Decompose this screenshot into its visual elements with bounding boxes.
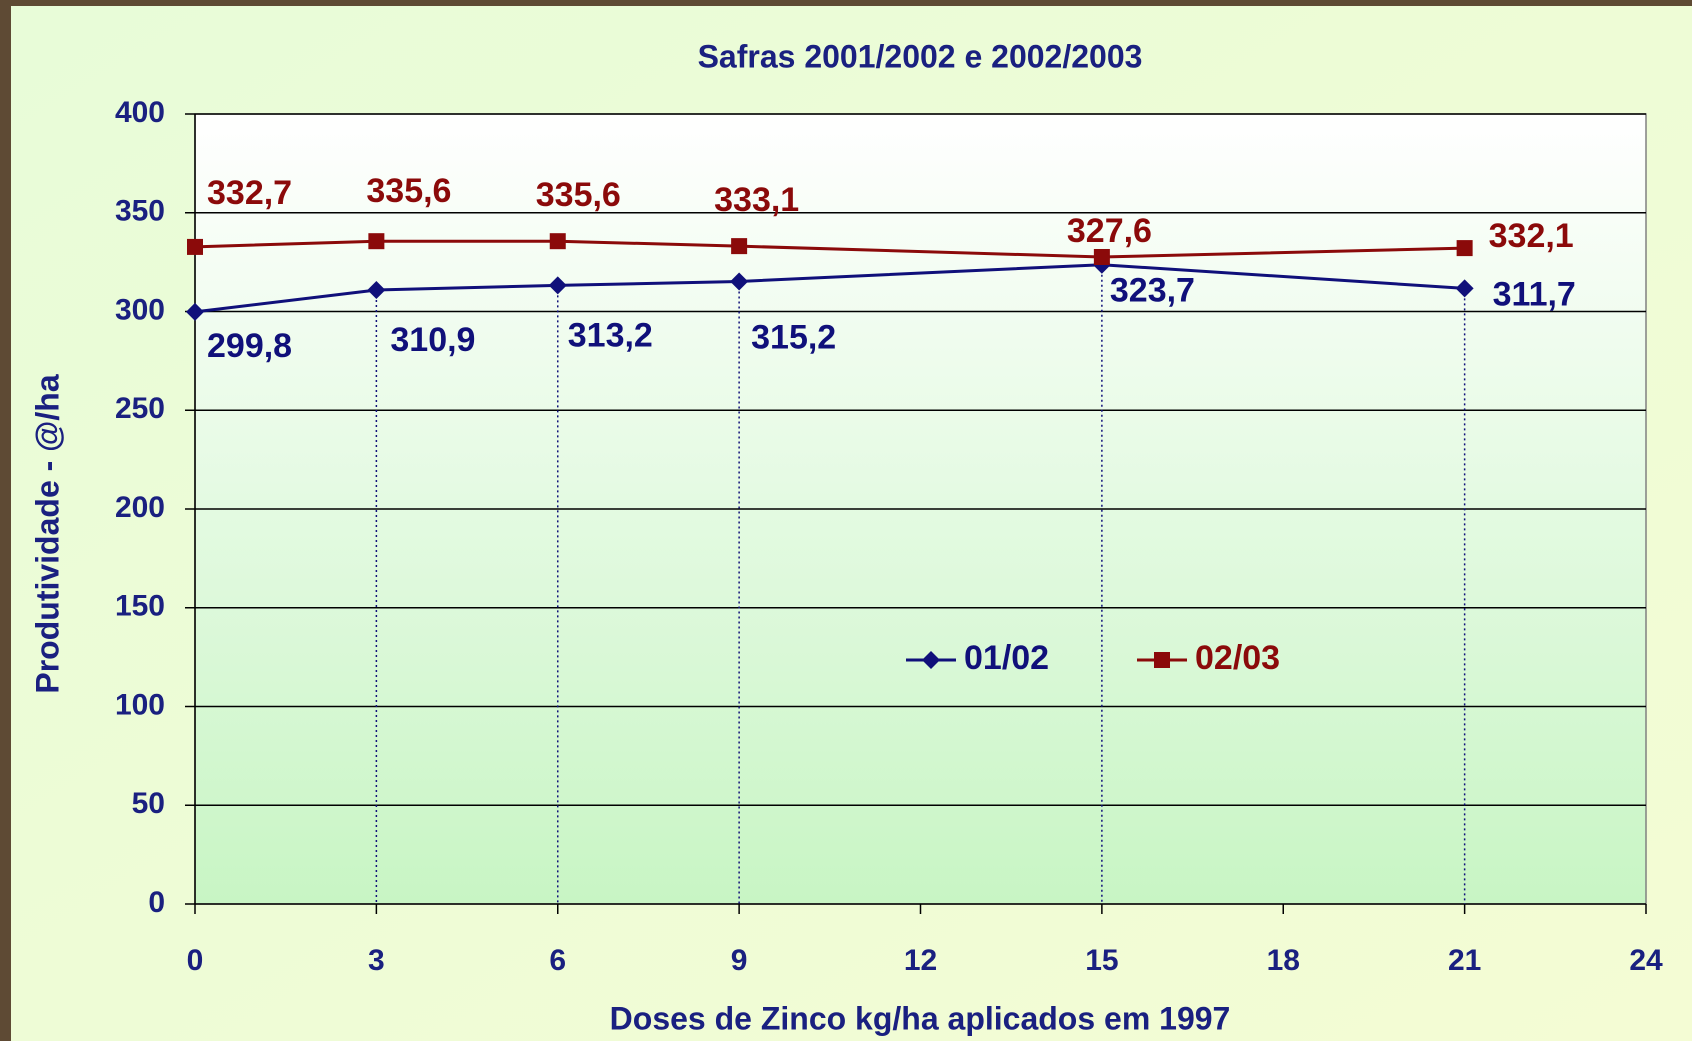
data-label: 333,1 — [714, 181, 799, 219]
legend-marker — [1154, 652, 1170, 668]
data-label: 335,6 — [536, 176, 621, 214]
marker — [1455, 279, 1474, 298]
legend-marker — [922, 651, 940, 669]
marker — [1456, 240, 1473, 257]
marker — [187, 238, 203, 255]
marker — [731, 238, 748, 255]
data-label: 332,1 — [1489, 217, 1574, 255]
data-label: 313,2 — [568, 316, 653, 354]
marker — [549, 233, 566, 250]
data-label: 327,6 — [1067, 212, 1152, 250]
y-tick-label: 100 — [115, 688, 165, 721]
y-tick-label: 250 — [115, 392, 165, 425]
legend-label: 01/02 — [964, 639, 1049, 677]
marker — [548, 276, 567, 295]
x-tick-label: 9 — [731, 944, 748, 977]
x-axis-label: Doses de Zinco kg/ha aplicados em 1997 — [610, 1000, 1231, 1036]
x-tick-label: 0 — [187, 944, 204, 977]
data-label: 315,2 — [751, 318, 836, 356]
data-label: 332,7 — [207, 174, 292, 212]
y-tick-label: 200 — [115, 491, 165, 524]
y-tick-label: 150 — [115, 590, 165, 623]
x-tick-label: 15 — [1085, 944, 1118, 977]
marker — [186, 302, 204, 321]
data-label: 299,8 — [207, 327, 292, 365]
x-tick-label: 12 — [904, 944, 937, 977]
y-tick-label: 350 — [115, 195, 165, 228]
y-tick-label: 300 — [115, 293, 165, 326]
marker — [1093, 248, 1110, 265]
x-tick-label: 21 — [1448, 944, 1481, 977]
x-tick-label: 3 — [368, 944, 385, 977]
y-tick-label: 400 — [115, 96, 165, 129]
chart-title: Safras 2001/2002 e 2002/2003 — [698, 38, 1143, 74]
y-tick-label: 50 — [132, 787, 165, 820]
y-tick-label: 0 — [148, 886, 165, 919]
y-axis-label: Produtividade - @/ha — [29, 374, 65, 693]
data-label: 310,9 — [390, 321, 475, 359]
x-tick-label: 18 — [1267, 944, 1300, 977]
legend-label: 02/03 — [1195, 639, 1280, 677]
marker — [730, 272, 749, 291]
data-label: 311,7 — [1493, 275, 1576, 313]
x-tick-label: 24 — [1629, 944, 1663, 977]
data-label: 323,7 — [1110, 272, 1195, 310]
marker — [367, 280, 386, 299]
marker — [368, 233, 385, 250]
series-line — [194, 239, 1465, 259]
x-tick-label: 6 — [549, 944, 566, 977]
data-label: 335,6 — [366, 172, 451, 210]
series-line — [194, 263, 1465, 314]
